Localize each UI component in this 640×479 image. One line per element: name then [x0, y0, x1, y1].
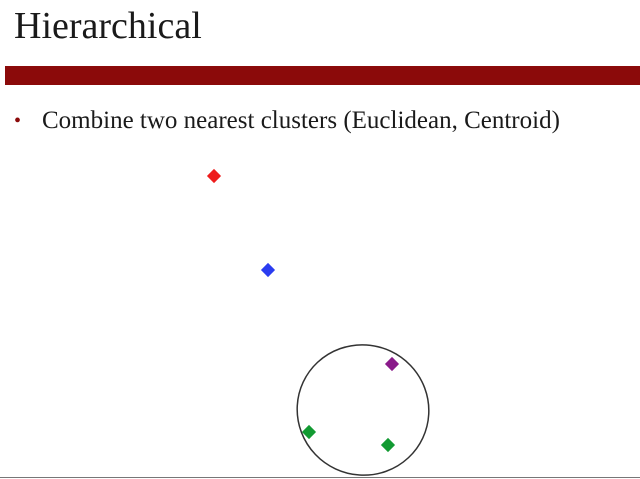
bottom-divider: [0, 477, 640, 478]
point-green-right: [380, 437, 396, 453]
point-red: [206, 168, 222, 184]
point-purple: [384, 356, 400, 372]
bullet-marker: •: [14, 110, 22, 132]
title-divider-bar: [5, 66, 640, 85]
point-green-left: [301, 424, 317, 440]
point-blue: [260, 262, 276, 278]
cluster-outline: [296, 344, 430, 476]
slide-title: Hierarchical: [14, 5, 202, 47]
bullet-text: Combine two nearest clusters (Euclidean,…: [42, 107, 560, 134]
